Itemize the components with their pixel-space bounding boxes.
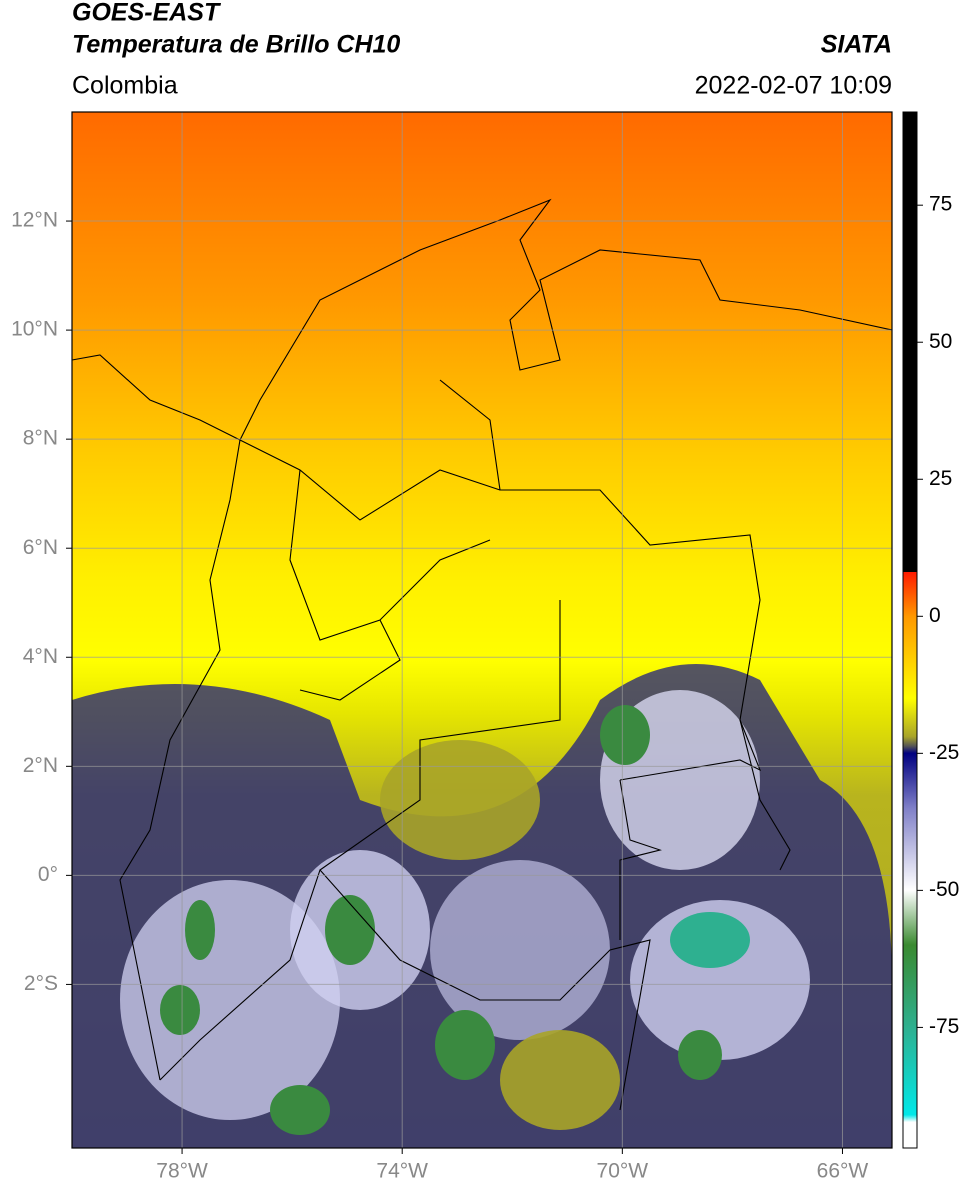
y-tick-label: 2°S xyxy=(24,972,58,995)
source: SIATA xyxy=(821,31,892,59)
x-tick-label: 78°W xyxy=(156,1160,208,1183)
region: Colombia xyxy=(72,72,178,100)
y-tick-label: 10°N xyxy=(11,318,58,341)
colorbar-tick-label: 25 xyxy=(929,467,952,490)
colorbar-tick-label: 50 xyxy=(929,330,952,353)
colorbar-tick-label: -50 xyxy=(929,878,959,901)
map-frame xyxy=(71,111,893,1149)
colorbar-tick-label: -25 xyxy=(929,741,959,764)
y-tick-label: 6°N xyxy=(23,536,58,559)
title: GOES-EAST xyxy=(72,0,222,27)
borders xyxy=(72,198,892,1111)
colorbar-tick-label: 0 xyxy=(929,604,941,627)
x-tick-label: 70°W xyxy=(597,1160,649,1183)
y-tick-label: 12°N xyxy=(11,209,58,232)
y-tick-label: 0° xyxy=(38,863,58,886)
x-tick-label: 66°W xyxy=(817,1160,869,1183)
y-tick-label: 2°N xyxy=(23,754,58,777)
grid xyxy=(72,112,892,1148)
colorbar xyxy=(902,111,918,1149)
datetime: 2022-02-07 10:09 xyxy=(695,72,892,100)
y-tick-label: 8°N xyxy=(23,427,58,450)
x-tick-label: 74°W xyxy=(376,1160,428,1183)
y-tick-label: 4°N xyxy=(23,645,58,668)
colorbar-tick-label: -75 xyxy=(929,1015,959,1038)
colorbar-tick-label: 75 xyxy=(929,193,952,216)
subtitle: Temperatura de Brillo CH10 xyxy=(72,31,400,59)
map-image xyxy=(72,112,892,1148)
cloud-field xyxy=(72,664,892,1148)
